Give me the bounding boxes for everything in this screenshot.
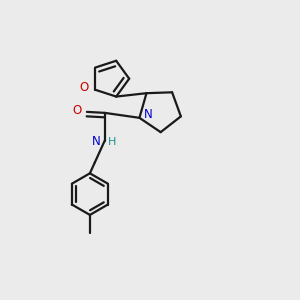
Text: O: O bbox=[72, 104, 82, 117]
Text: O: O bbox=[80, 81, 89, 94]
Text: N: N bbox=[144, 108, 153, 122]
Text: H: H bbox=[107, 136, 116, 147]
Text: N: N bbox=[92, 135, 100, 148]
